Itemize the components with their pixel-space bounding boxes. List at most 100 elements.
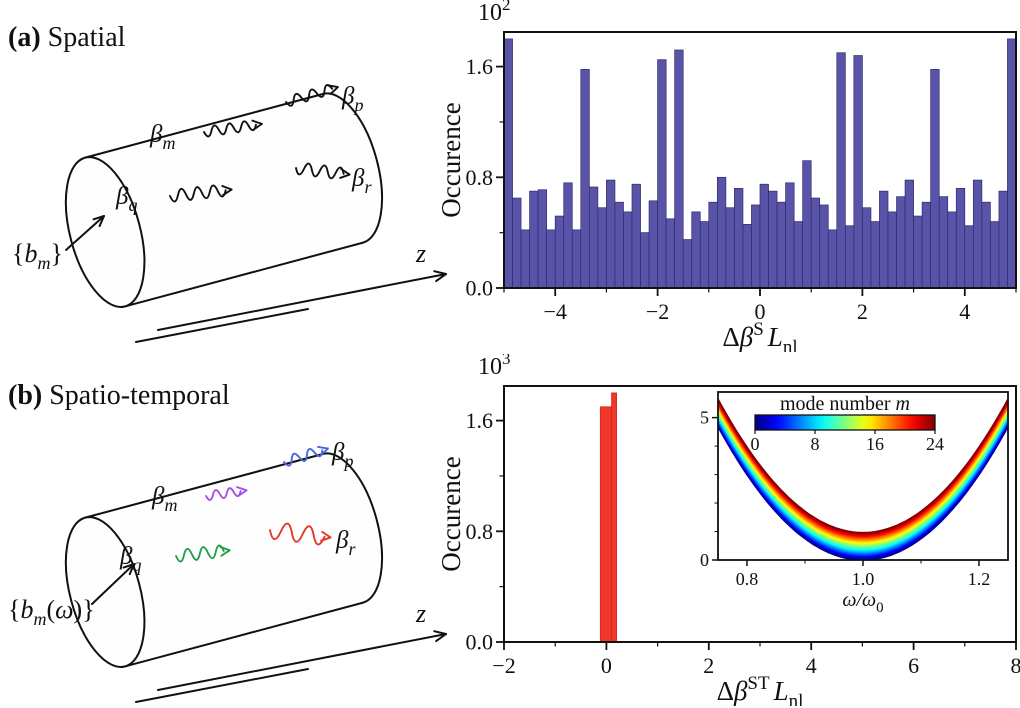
input-arrowhead-icon bbox=[122, 563, 135, 576]
y-scale-label: 102 bbox=[478, 0, 511, 26]
histogram-bar bbox=[674, 49, 684, 289]
histogram-bar bbox=[947, 211, 957, 289]
histogram-bar bbox=[648, 200, 658, 289]
cylinder-body bbox=[83, 92, 383, 308]
input-arrowhead-icon bbox=[92, 215, 105, 228]
z-arrowhead-icon bbox=[433, 630, 447, 643]
histogram-bar bbox=[554, 215, 565, 289]
histogram-bar bbox=[708, 201, 718, 289]
histogram-bar bbox=[793, 221, 804, 289]
histogram-bar bbox=[599, 406, 612, 643]
histogram-bar bbox=[938, 196, 949, 289]
y-tick-label: 1.6 bbox=[466, 408, 494, 433]
wavy-arrow-icon bbox=[295, 162, 351, 180]
axes-frame bbox=[503, 385, 1017, 643]
wavy-arrow-icon bbox=[169, 184, 233, 203]
panel-a-tag: (a) bbox=[8, 22, 41, 53]
x-tick-label: 0 bbox=[755, 299, 766, 324]
wavy-arrow-icon bbox=[175, 544, 231, 563]
inset-x-tick-label: 1.0 bbox=[852, 569, 875, 589]
histogram-bar bbox=[844, 225, 855, 289]
plot-spatiotemporal-wrap: −2 0 2 4 6 8 0.0 0.8 1.6 0.8 1.0 1.2 0 5 0 8 16 24 103 O… bbox=[432, 354, 1020, 708]
fiber-cylinder bbox=[64, 92, 383, 308]
histogram-bar bbox=[819, 204, 829, 289]
histogram-bar bbox=[529, 190, 539, 289]
colorbar-tick-label: 16 bbox=[866, 434, 884, 454]
x-tick-label: 6 bbox=[908, 653, 919, 678]
histogram-bar bbox=[751, 204, 761, 289]
histogram-bar bbox=[580, 69, 590, 289]
histogram-bar bbox=[904, 179, 914, 289]
histogram-bar bbox=[879, 190, 889, 289]
mode-waves bbox=[175, 445, 332, 563]
z-arrowhead-icon bbox=[433, 270, 447, 283]
histogram-bar bbox=[768, 190, 778, 289]
z-axis-line2 bbox=[135, 668, 309, 703]
histogram-dynamic: −4 −2 0 2 4 0.0 0.8 1.6 bbox=[466, 31, 1017, 324]
plot-spatial-wrap: −4 −2 0 2 4 0.0 0.8 1.6 102 Occurence ΔβS Lnl bbox=[432, 0, 1020, 354]
histogram-bar bbox=[691, 211, 701, 289]
x-axis-label: ΔβST Lnl bbox=[717, 673, 804, 706]
input-arrow bbox=[91, 563, 135, 605]
histogram-bar bbox=[913, 215, 923, 289]
histogram-bar bbox=[742, 223, 752, 289]
beta-m-label: βm bbox=[151, 483, 177, 515]
colorbar-tick-label: 24 bbox=[926, 434, 944, 454]
histogram-bar bbox=[759, 183, 769, 289]
histogram-bar bbox=[640, 232, 650, 289]
y-tick-label: 1.6 bbox=[466, 54, 494, 79]
histogram-bar bbox=[546, 229, 556, 289]
panel-a: (a) Spatial z {bm} βm βp βq βr −4 −2 0 2 4 0.… bbox=[8, 0, 1020, 354]
input-arrow bbox=[65, 215, 105, 251]
histogram-bar bbox=[785, 182, 795, 289]
histogram-bar bbox=[972, 179, 983, 289]
panel-a-title: (a) Spatial bbox=[8, 22, 125, 54]
histogram-bar bbox=[964, 225, 974, 289]
panel-b-title: (b) Spatio-temporal bbox=[8, 380, 230, 412]
histogram-bar bbox=[665, 218, 676, 289]
histogram-bar bbox=[776, 201, 786, 289]
z-axis-arrow bbox=[157, 273, 447, 331]
beta-q-label: βq bbox=[115, 183, 137, 215]
histogram-bar bbox=[990, 221, 1000, 289]
histogram-bar bbox=[896, 196, 906, 289]
colorbar-tick-label: 0 bbox=[751, 434, 760, 454]
panel-b-title-text: Spatio-temporal bbox=[49, 380, 230, 411]
histogram-bar bbox=[998, 190, 1008, 289]
beta-q-label: βq bbox=[119, 543, 141, 575]
histogram-bar bbox=[734, 188, 744, 289]
histogram-bar bbox=[512, 197, 522, 289]
input-mode-label: {bm(ω)} bbox=[8, 595, 95, 629]
histogram-bar bbox=[623, 211, 633, 289]
cylinder-face bbox=[64, 156, 146, 308]
histogram-bar bbox=[699, 221, 710, 289]
histogram-bar bbox=[588, 186, 599, 289]
inset-y-tick-label: 5 bbox=[700, 408, 709, 428]
x-tick-label: −4 bbox=[543, 299, 566, 324]
histogram-bar bbox=[981, 201, 991, 289]
histogram-bar bbox=[563, 182, 573, 289]
cylinder-body bbox=[83, 452, 383, 668]
histogram-bar bbox=[955, 188, 966, 289]
histogram-bar bbox=[597, 207, 607, 289]
dispersion-curves bbox=[718, 398, 1008, 560]
y-tick-label: 0.0 bbox=[466, 276, 494, 301]
histogram-bar bbox=[606, 179, 616, 289]
fiber-diagram-spatial: z {bm} βm βp βq βr bbox=[12, 83, 447, 343]
histogram-bar bbox=[853, 55, 863, 289]
inset-x-tick-label: 0.8 bbox=[736, 569, 759, 589]
histogram-bar bbox=[614, 201, 624, 289]
histogram-bar bbox=[836, 52, 846, 289]
z-axis-line2 bbox=[135, 308, 309, 343]
input-mode-label: {bm} bbox=[12, 239, 63, 273]
panel-a-title-text: Spatial bbox=[47, 22, 126, 53]
histogram-bar bbox=[537, 189, 548, 289]
x-tick-label: 4 bbox=[806, 653, 817, 678]
x-axis-label: ΔβS Lnl bbox=[722, 319, 797, 352]
histogram-bar bbox=[571, 229, 582, 289]
beta-p-label: βp bbox=[331, 439, 353, 471]
beta-m-label: βm bbox=[149, 121, 175, 153]
histogram-bar bbox=[802, 160, 812, 289]
wavy-arrow-icon bbox=[203, 119, 263, 138]
